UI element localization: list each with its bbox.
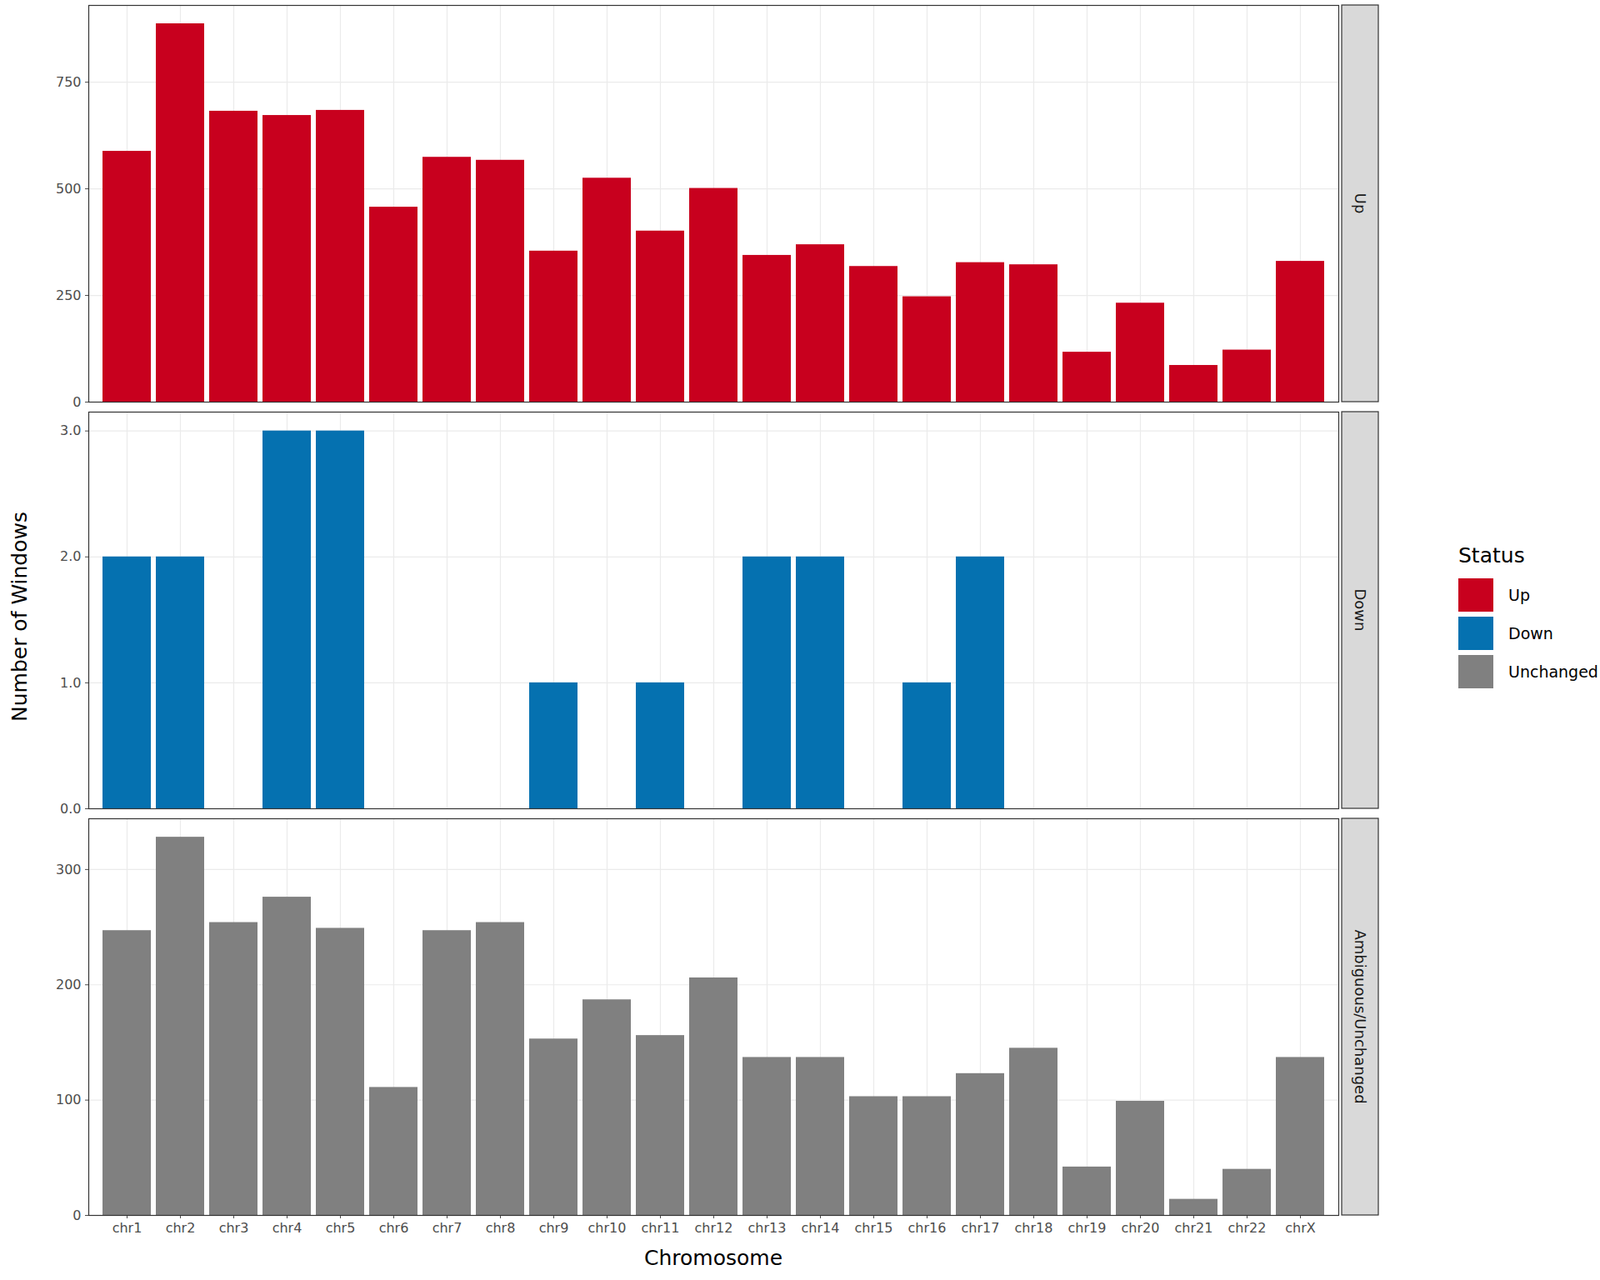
svg-text:chr2: chr2 [165, 1220, 196, 1236]
html-text:Status: Status [1458, 542, 1525, 568]
svg-text:1.0: 1.0 [60, 675, 81, 691]
svg-text:3.0: 3.0 [60, 422, 81, 439]
svg-text:chr18: chr18 [1015, 1220, 1054, 1236]
svg-text:chr20: chr20 [1121, 1220, 1160, 1236]
svg-text:0: 0 [72, 1207, 81, 1224]
svg-text:chr13: chr13 [748, 1220, 787, 1236]
svg-text:500: 500 [55, 180, 82, 197]
svg-text:chr9: chr9 [539, 1220, 570, 1236]
html-text:Chromosome: Chromosome [644, 1245, 783, 1270]
svg-text:chr4: chr4 [272, 1220, 303, 1236]
html-text:Unchanged: Unchanged [1508, 662, 1599, 681]
svg-text:Down: Down [1351, 588, 1370, 631]
svg-text:chr8: chr8 [485, 1220, 516, 1236]
svg-text:200: 200 [55, 976, 82, 993]
svg-text:chr7: chr7 [432, 1220, 463, 1236]
svg-text:chr16: chr16 [908, 1220, 947, 1236]
svg-text:0: 0 [72, 394, 81, 407]
html-text:Down: Down [1508, 623, 1554, 643]
svg-text:chr1: chr1 [112, 1220, 143, 1236]
svg-text:2.0: 2.0 [60, 548, 81, 565]
svg-text:chr21: chr21 [1175, 1220, 1214, 1236]
svg-text:300: 300 [55, 861, 82, 878]
svg-text:chr5: chr5 [325, 1220, 356, 1236]
svg-text:250: 250 [55, 287, 82, 304]
svg-text:chr14: chr14 [801, 1220, 840, 1236]
svg-text:chr15: chr15 [855, 1220, 894, 1236]
svg-text:chr22: chr22 [1228, 1220, 1267, 1236]
svg-text:chr3: chr3 [219, 1220, 250, 1236]
svg-text:chr17: chr17 [961, 1220, 1000, 1236]
svg-text:chr6: chr6 [379, 1220, 410, 1236]
svg-text:Ambiguous/Unchanged: Ambiguous/Unchanged [1351, 929, 1370, 1104]
svg-text:chr10: chr10 [588, 1220, 627, 1236]
svg-text:chrX: chrX [1285, 1220, 1316, 1236]
svg-text:chr12: chr12 [695, 1220, 734, 1236]
html-text:Up: Up [1508, 585, 1530, 604]
svg-text:100: 100 [55, 1091, 82, 1108]
svg-text:Up: Up [1351, 193, 1370, 215]
svg-text:750: 750 [55, 74, 82, 90]
svg-text:chr19: chr19 [1068, 1220, 1107, 1236]
svg-text:0.0: 0.0 [60, 800, 81, 814]
svg-text:chr11: chr11 [641, 1220, 680, 1236]
html-text:Number of Windows: Number of Windows [7, 511, 32, 722]
